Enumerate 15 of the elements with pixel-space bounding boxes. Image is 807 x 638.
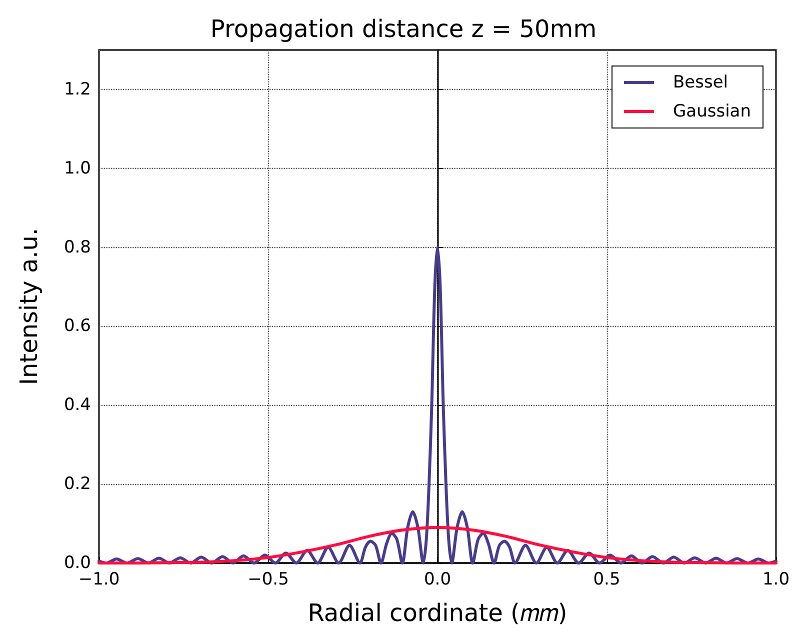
x-tick-label: 0.0 [424,570,452,590]
x-axis-title: Radial cordinate (𝑚𝑚) [308,599,568,627]
x-tick-label: 1.0 [762,570,790,590]
legend-label: Gaussian [673,102,752,122]
x-tick-label: −0.5 [248,570,289,590]
y-tick-label: 1.0 [64,158,91,178]
chart-title: Propagation distance z = 50mm [210,15,597,43]
y-tick-label: 1.2 [64,79,91,100]
x-tick-label: 0.5 [593,570,620,590]
y-tick-label: 0.4 [64,395,91,416]
y-tick-label: 0.2 [64,474,91,494]
y-axis-title: Intensity a.u. [15,228,43,386]
y-tick-label: 0.6 [64,316,91,336]
legend-label: Bessel [673,72,728,92]
y-tick-label: 0.8 [64,237,91,258]
